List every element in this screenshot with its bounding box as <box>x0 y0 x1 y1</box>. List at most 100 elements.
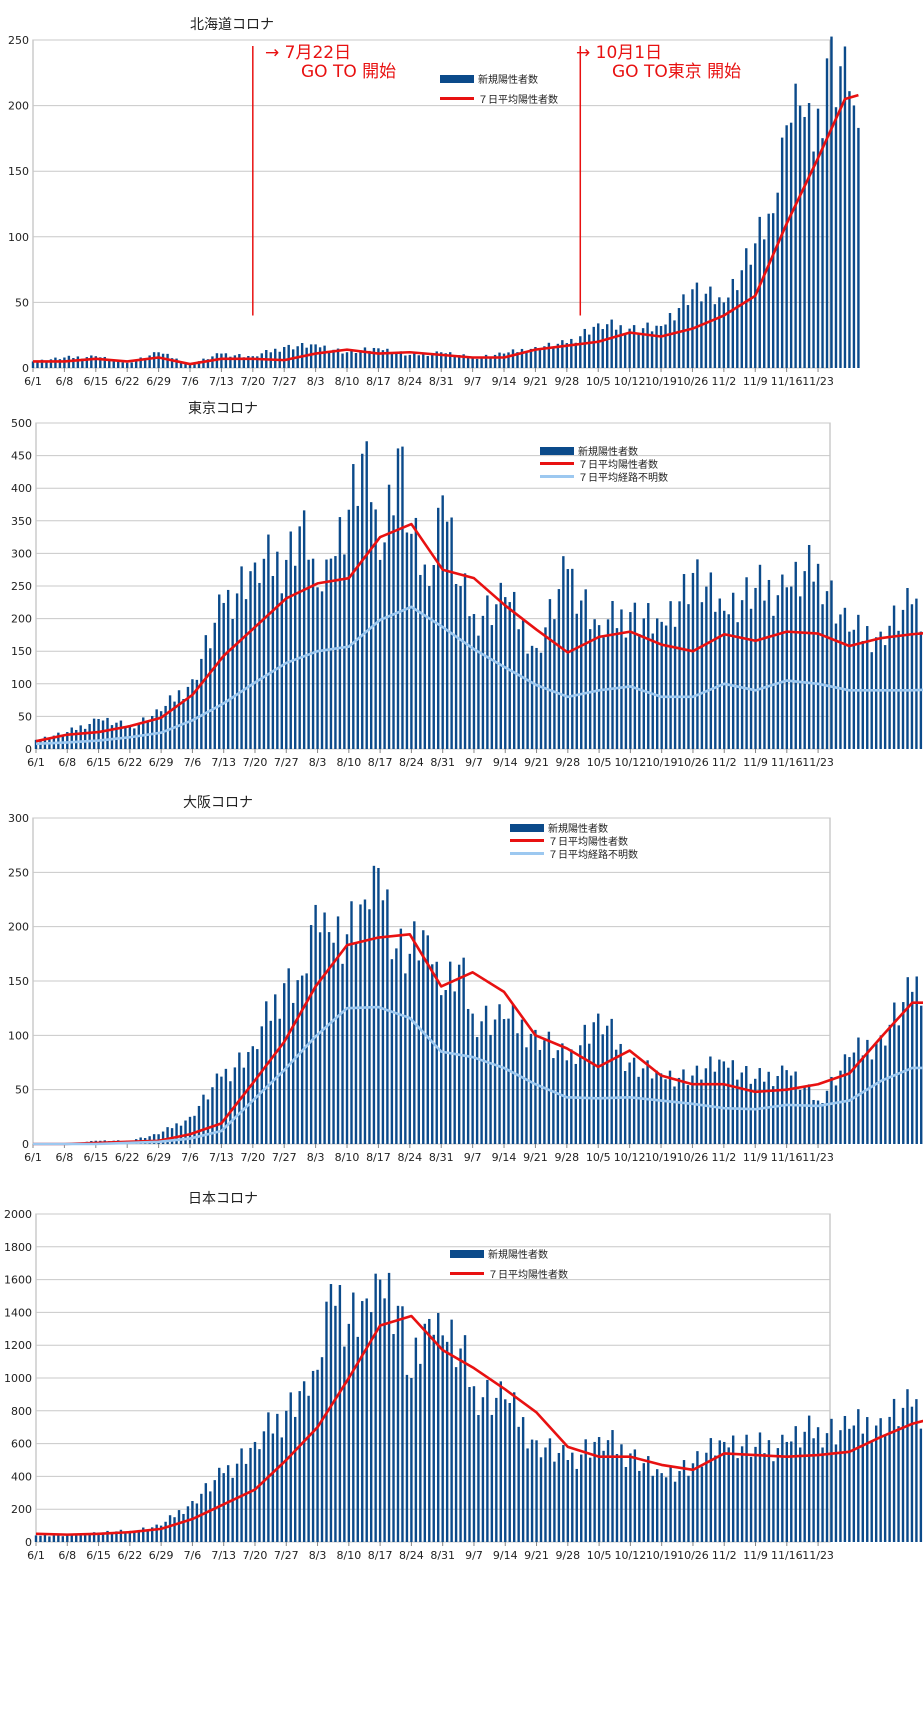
data-bar <box>650 331 654 368</box>
data-bar <box>624 1467 628 1542</box>
x-tick-label: 6/22 <box>115 375 140 388</box>
data-bar <box>731 1060 735 1144</box>
data-bar <box>530 1439 534 1542</box>
data-bar <box>677 1077 681 1144</box>
data-bar <box>117 359 120 368</box>
data-bar <box>240 566 243 749</box>
data-bar <box>61 1536 65 1542</box>
data-bar <box>517 1426 520 1542</box>
data-bar <box>305 347 308 368</box>
data-bar <box>359 350 362 368</box>
data-bar <box>34 739 38 749</box>
data-bar <box>915 598 918 749</box>
data-bar <box>408 953 412 1144</box>
data-bar <box>374 509 377 749</box>
data-bar <box>110 725 114 749</box>
data-bar <box>480 356 483 368</box>
data-bar <box>142 1527 145 1542</box>
data-bar <box>861 1055 865 1144</box>
chart-title: 東京コロナ <box>188 401 258 417</box>
data-bar <box>512 1392 516 1542</box>
legend-item-unknown: ７日平均経路不明数 <box>510 847 638 861</box>
legend-label: ７日平均経路不明数 <box>548 850 638 861</box>
data-bar <box>139 357 142 368</box>
data-bar <box>242 357 246 368</box>
data-bar <box>870 1059 874 1144</box>
data-bar <box>696 1451 699 1542</box>
data-bar <box>888 1024 892 1144</box>
data-bar <box>767 1440 771 1542</box>
x-tick-label: 8/10 <box>335 1151 360 1164</box>
data-bar <box>539 652 543 749</box>
data-bar <box>289 1392 292 1542</box>
data-bar <box>493 1019 497 1144</box>
data-bar <box>381 350 385 368</box>
data-bar <box>242 1067 246 1144</box>
data-bar <box>592 326 595 368</box>
data-bar <box>251 356 255 368</box>
data-bar <box>260 353 263 368</box>
data-bar <box>350 349 353 368</box>
data-bar <box>566 1460 570 1542</box>
data-bar <box>186 1506 190 1542</box>
data-bar <box>177 690 181 749</box>
tokyo-chart: 東京コロナ 0 50 100 150 200 250 300 350 400 450 500 6/1 6… <box>0 395 923 797</box>
data-bar <box>580 600 583 749</box>
data-bar <box>363 347 367 368</box>
data-bar <box>179 361 183 368</box>
data-bar <box>516 1033 519 1144</box>
data-bar <box>220 1076 223 1144</box>
data-bar <box>274 994 277 1144</box>
data-bar <box>556 1050 560 1144</box>
data-bar <box>606 324 609 368</box>
data-bar <box>175 358 178 368</box>
data-bar <box>745 1066 748 1144</box>
data-bar <box>647 603 650 749</box>
data-bar <box>566 569 570 749</box>
data-bar <box>369 502 373 749</box>
data-bar <box>316 1369 319 1542</box>
data-bar <box>103 356 106 368</box>
legend-swatch <box>440 97 474 100</box>
chart-title: 日本コロナ <box>188 1191 258 1207</box>
data-bar <box>454 1367 458 1542</box>
data-bar <box>57 1534 60 1542</box>
y-tick-label: 250 <box>8 34 29 47</box>
data-bar <box>387 1272 391 1542</box>
data-bar <box>323 345 326 368</box>
data-bar <box>821 1103 824 1144</box>
chart-title: 大阪コロナ <box>183 795 253 811</box>
data-bar <box>825 1433 829 1542</box>
data-bar <box>399 351 403 368</box>
x-tick-label: 7/27 <box>274 1549 299 1562</box>
data-bar <box>502 1019 506 1144</box>
data-bar <box>226 589 230 749</box>
data-bar <box>884 1045 887 1144</box>
x-tick-label: 10/19 <box>645 1151 677 1164</box>
x-tick-label: 6/8 <box>58 756 76 769</box>
data-bar <box>177 1510 181 1542</box>
data-bar <box>354 942 358 1144</box>
y-tick-label: 0 <box>22 1138 29 1151</box>
data-bar <box>97 1532 100 1542</box>
legend-item-bar: 新規陽性者数 <box>510 821 638 835</box>
legend-label: ７日平均陽性者数 <box>548 837 628 848</box>
x-tick-label: 11/16 <box>771 1549 803 1562</box>
data-bar <box>161 353 165 368</box>
data-bar <box>879 1418 882 1542</box>
data-bar <box>278 1018 281 1144</box>
data-bar <box>763 239 766 368</box>
data-bar <box>816 1427 820 1542</box>
x-tick-label: 9/21 <box>523 375 548 388</box>
x-tick-label: 7/20 <box>240 1151 265 1164</box>
x-tick-label: 10/12 <box>615 756 647 769</box>
data-bar <box>235 593 239 749</box>
data-bar <box>897 1025 900 1144</box>
data-bar <box>700 602 704 749</box>
data-bar <box>794 561 797 749</box>
data-bar <box>700 301 703 368</box>
data-bar <box>646 322 649 368</box>
data-bar <box>426 935 429 1144</box>
data-bar <box>812 581 815 749</box>
data-bar <box>325 1301 328 1542</box>
